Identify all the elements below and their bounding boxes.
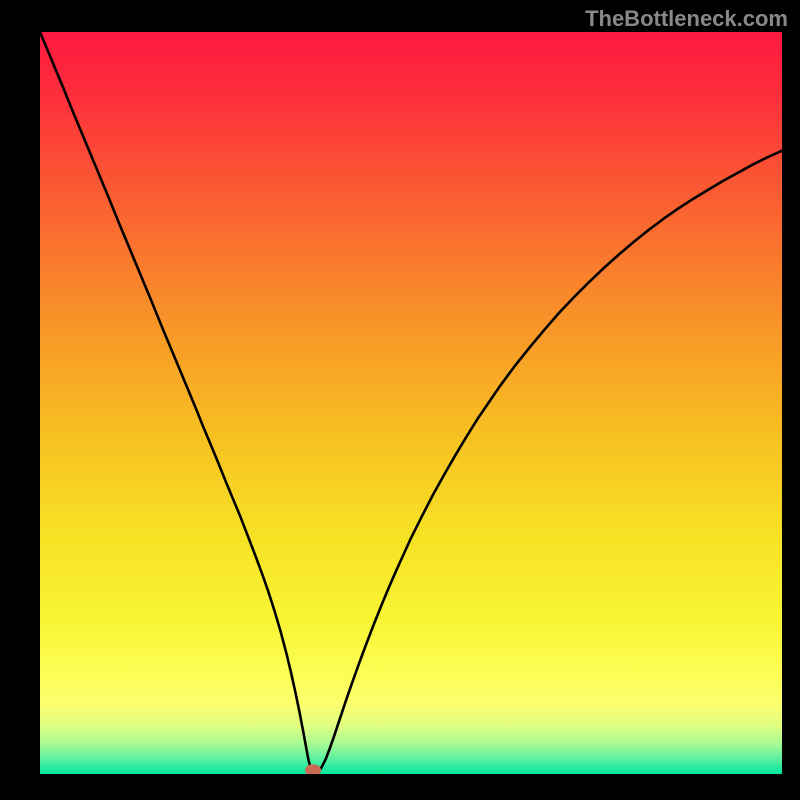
chart-container: TheBottleneck.com	[0, 0, 800, 800]
plot-area	[40, 32, 782, 774]
watermark-label: TheBottleneck.com	[585, 6, 788, 32]
plot-background	[40, 32, 782, 774]
bottleneck-curve-chart	[40, 32, 782, 774]
